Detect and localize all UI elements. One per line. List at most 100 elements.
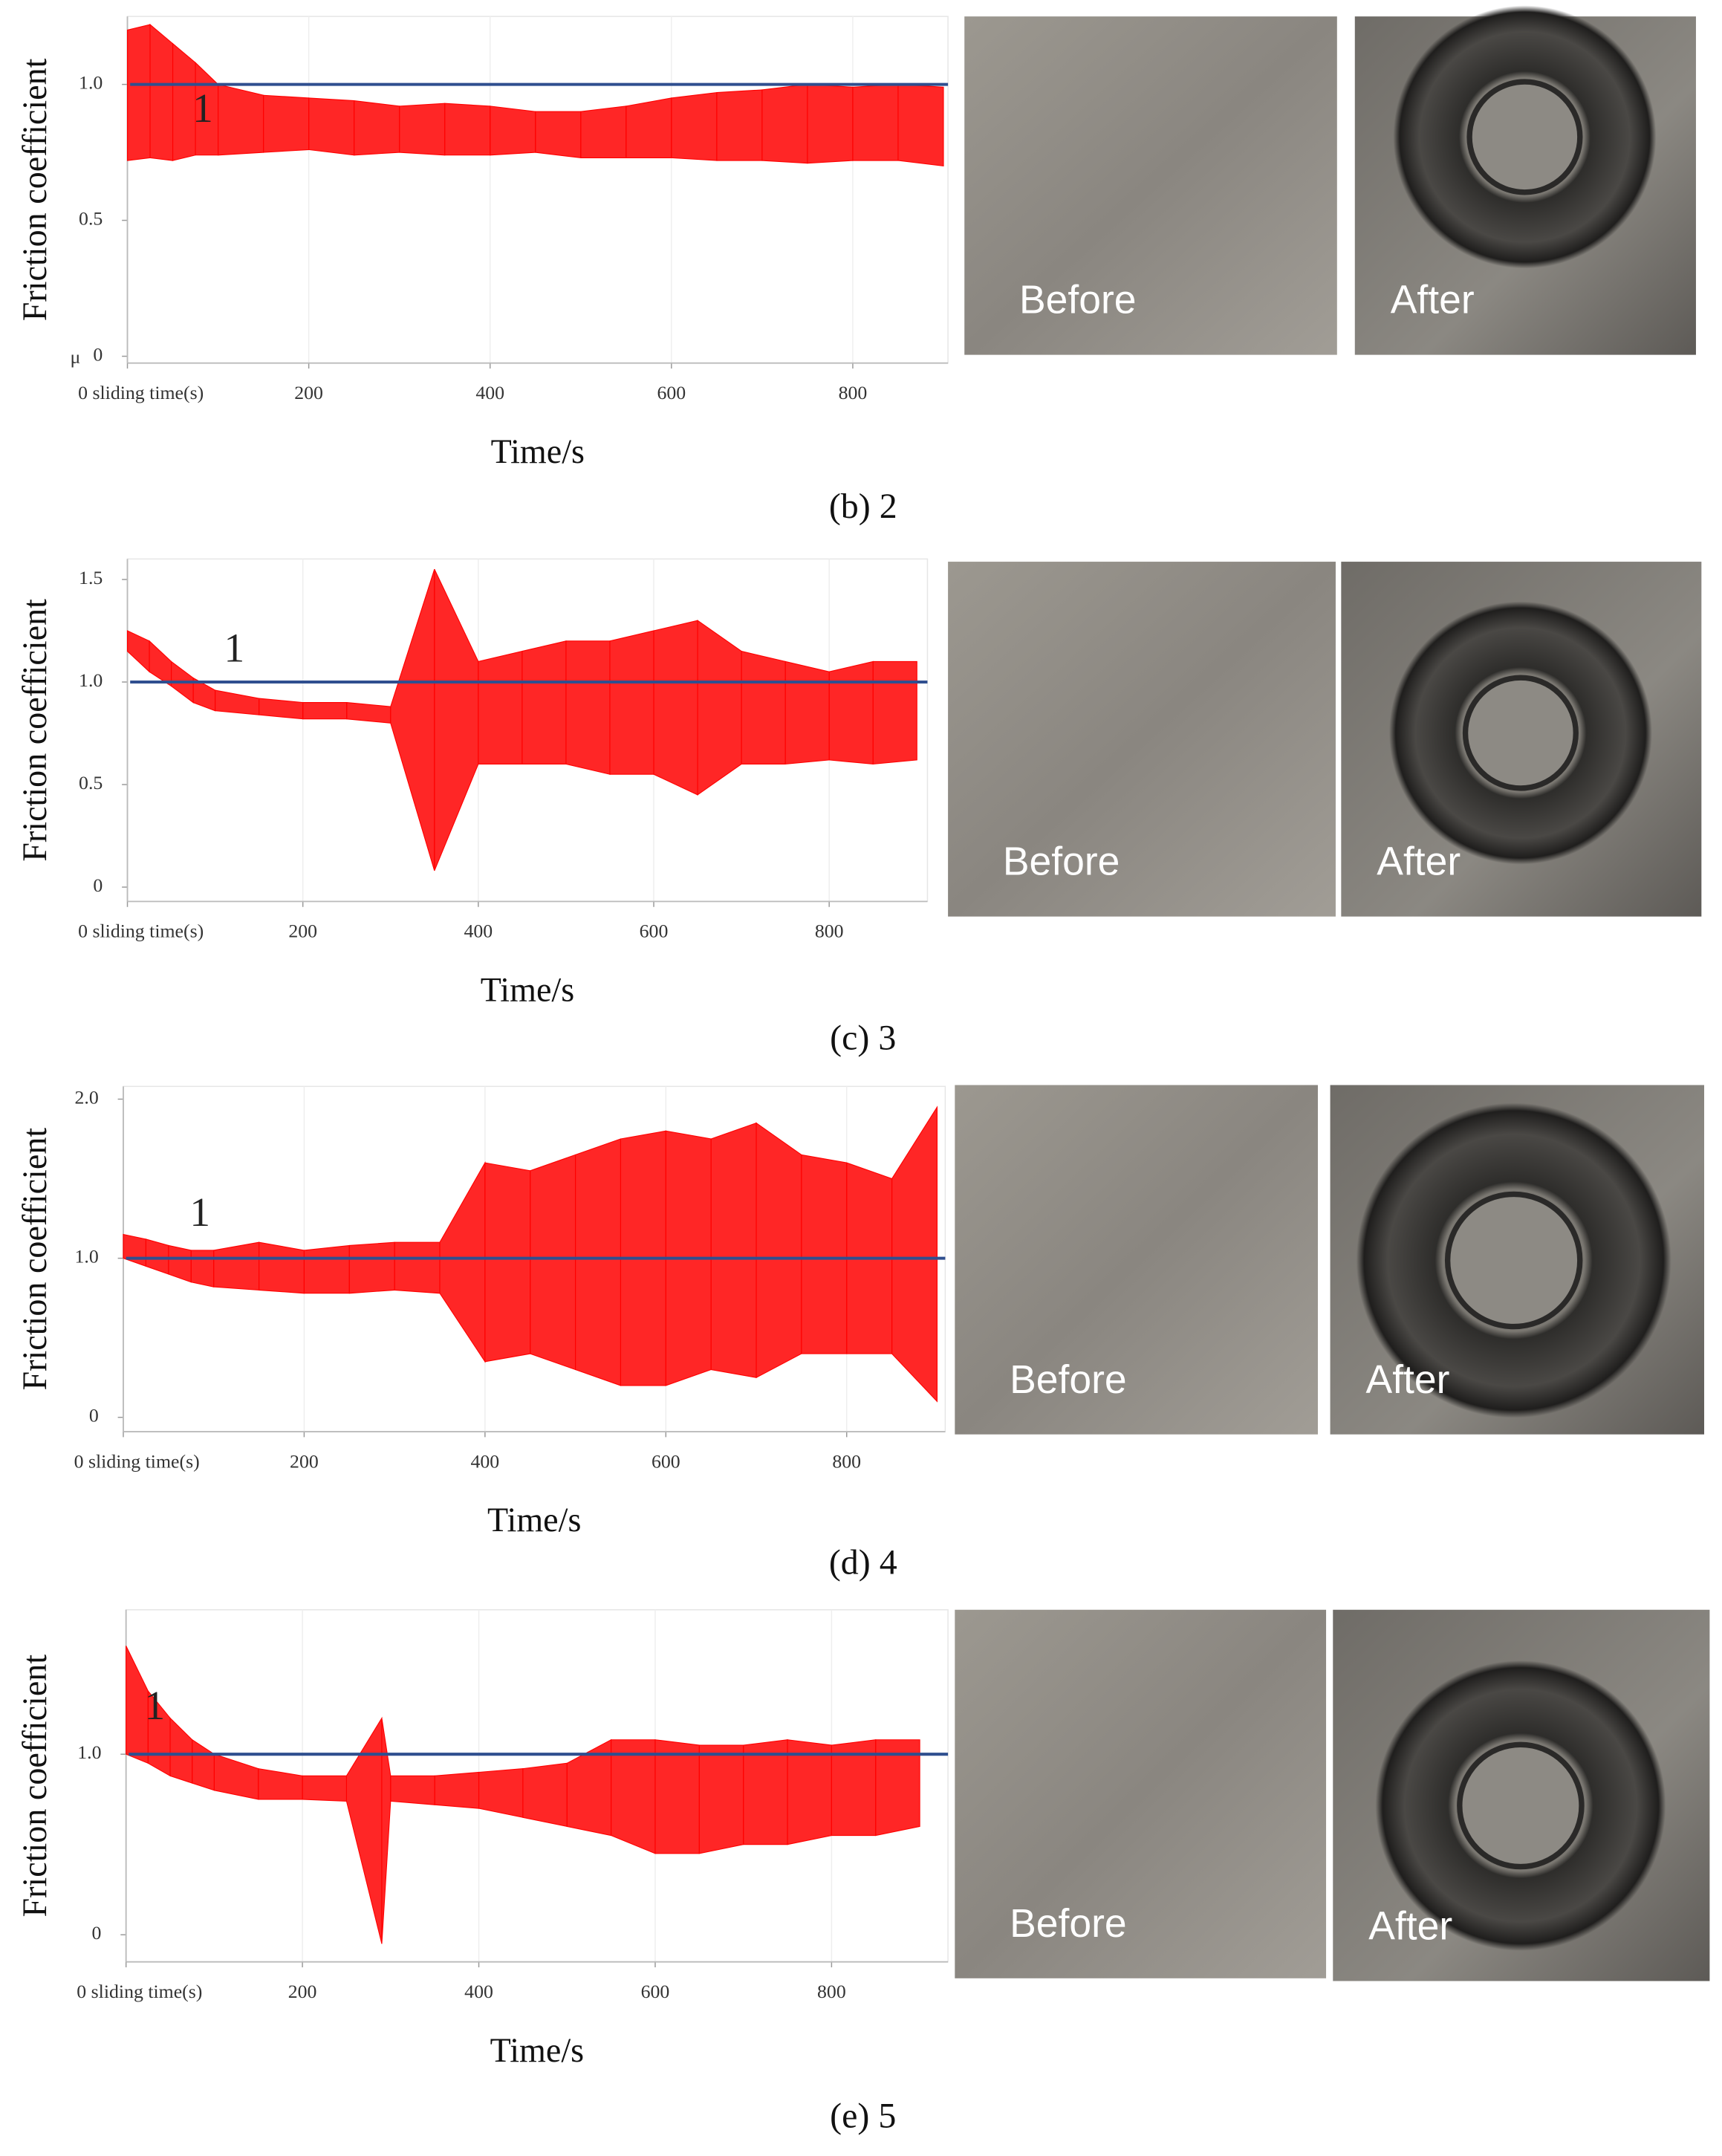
x-tick-label: 200 bbox=[294, 382, 323, 403]
trace-band bbox=[522, 640, 567, 764]
x-tick-label: 600 bbox=[652, 1450, 680, 1472]
trace-band bbox=[580, 105, 627, 158]
trace-band bbox=[710, 1122, 757, 1378]
x-tick-label: 0 sliding time(s) bbox=[78, 382, 204, 403]
trace-band bbox=[828, 660, 874, 765]
trace-band bbox=[484, 1162, 531, 1363]
y-axis-title: Friction coefficient bbox=[16, 599, 53, 862]
trace-band bbox=[653, 620, 698, 796]
x-tick-label: 600 bbox=[641, 1981, 670, 2002]
annotation: 1 bbox=[145, 1683, 166, 1728]
trace-band bbox=[490, 105, 536, 156]
trace-band bbox=[575, 1138, 621, 1386]
trace-band bbox=[852, 84, 899, 161]
annotation: 1 bbox=[189, 1189, 210, 1235]
trace-band bbox=[565, 640, 611, 775]
y-tick-label: 0 bbox=[92, 1922, 102, 1944]
photo-label: Before bbox=[1019, 279, 1137, 322]
y-axis-title: Friction coefficient bbox=[16, 1128, 53, 1391]
x-tick-label: 800 bbox=[815, 920, 844, 942]
x-tick-label: 400 bbox=[464, 1981, 493, 2002]
trace-band bbox=[346, 702, 391, 724]
trace-band bbox=[259, 698, 304, 720]
trace-band bbox=[394, 1241, 441, 1294]
x-tick-label: 600 bbox=[657, 382, 686, 403]
trace-band bbox=[478, 650, 523, 764]
before-photo bbox=[948, 562, 1336, 917]
x-tick-label: 400 bbox=[475, 382, 504, 403]
y-tick-label: 1.0 bbox=[75, 1246, 99, 1267]
trace-band bbox=[190, 1250, 215, 1288]
friction-trace bbox=[126, 23, 944, 167]
trace-band bbox=[807, 84, 854, 164]
wear-center bbox=[1444, 1191, 1583, 1330]
trace-band bbox=[218, 83, 264, 156]
y-tick-label: 0.5 bbox=[79, 207, 103, 229]
caption: (d) 4 bbox=[829, 1543, 897, 1582]
x-axis-title: Time/s bbox=[487, 1501, 581, 1539]
wear-center bbox=[1457, 1741, 1585, 1870]
trace-band bbox=[609, 630, 654, 775]
trace-band bbox=[535, 111, 582, 159]
annotation: 1 bbox=[192, 85, 213, 131]
y-tick-label: 0 bbox=[93, 343, 103, 365]
x-tick-label: 800 bbox=[839, 382, 868, 403]
y-axis-title: Friction coefficient bbox=[16, 1655, 53, 1918]
trace-band bbox=[801, 1154, 848, 1354]
trace-band bbox=[478, 1768, 524, 1818]
x-tick-label: 0 sliding time(s) bbox=[74, 1450, 200, 1472]
caption: (e) 5 bbox=[830, 2097, 896, 2136]
trace-band bbox=[875, 1739, 920, 1837]
y-tick-label: 2.0 bbox=[75, 1086, 99, 1108]
x-tick-label: 200 bbox=[288, 1981, 317, 2002]
x-tick-label: 0 sliding time(s) bbox=[78, 920, 204, 942]
trace-band bbox=[756, 1122, 802, 1379]
before-photo bbox=[955, 1085, 1318, 1435]
trace-band bbox=[897, 84, 944, 167]
trace-band bbox=[671, 91, 718, 161]
x-tick-label: 600 bbox=[640, 920, 669, 942]
caption: (c) 3 bbox=[830, 1018, 896, 1057]
before-photo bbox=[964, 16, 1337, 355]
trace-band bbox=[444, 103, 491, 156]
trace-band bbox=[716, 89, 763, 161]
y-tick-label: 0 bbox=[93, 874, 103, 896]
y-tick-label: 1.0 bbox=[79, 669, 103, 691]
x-tick-label: 0 sliding time(s) bbox=[77, 1981, 202, 2002]
trace-band bbox=[213, 1241, 260, 1291]
trace-band bbox=[149, 23, 174, 161]
plot-area bbox=[126, 16, 949, 364]
x-tick-label: 200 bbox=[290, 1450, 319, 1472]
x-axis-title: Time/s bbox=[491, 432, 585, 470]
trace-band bbox=[697, 620, 742, 796]
trace-band bbox=[872, 660, 917, 765]
trace-band bbox=[784, 660, 830, 765]
trace-band bbox=[611, 1739, 656, 1854]
y-tick-label: 0.5 bbox=[79, 772, 103, 793]
photo-label: After bbox=[1391, 279, 1475, 322]
x-tick-label: 200 bbox=[288, 920, 317, 942]
friction-trace bbox=[126, 568, 917, 871]
y-unit: μ bbox=[71, 346, 81, 368]
x-tick-label: 400 bbox=[464, 920, 493, 942]
trace-band bbox=[303, 1244, 350, 1294]
x-tick-label: 400 bbox=[471, 1450, 500, 1472]
y-tick-label: 1.5 bbox=[79, 567, 103, 588]
trace-band bbox=[302, 702, 348, 720]
trace-band bbox=[259, 1241, 305, 1294]
y-tick-label: 1.0 bbox=[77, 1741, 101, 1763]
friction-trace bbox=[126, 1646, 920, 1944]
trace-band bbox=[126, 24, 151, 161]
x-axis-title: Time/s bbox=[490, 2031, 584, 2069]
trace-band bbox=[626, 97, 672, 158]
trace-band bbox=[390, 1775, 435, 1805]
photo-label: After bbox=[1368, 1905, 1452, 1949]
trace-band bbox=[530, 1154, 576, 1371]
trace-band bbox=[741, 650, 786, 764]
y-tick-label: 0 bbox=[89, 1405, 99, 1426]
caption: (b) 2 bbox=[829, 487, 897, 526]
y-tick-label: 1.0 bbox=[79, 72, 103, 94]
trace-band bbox=[263, 94, 310, 153]
